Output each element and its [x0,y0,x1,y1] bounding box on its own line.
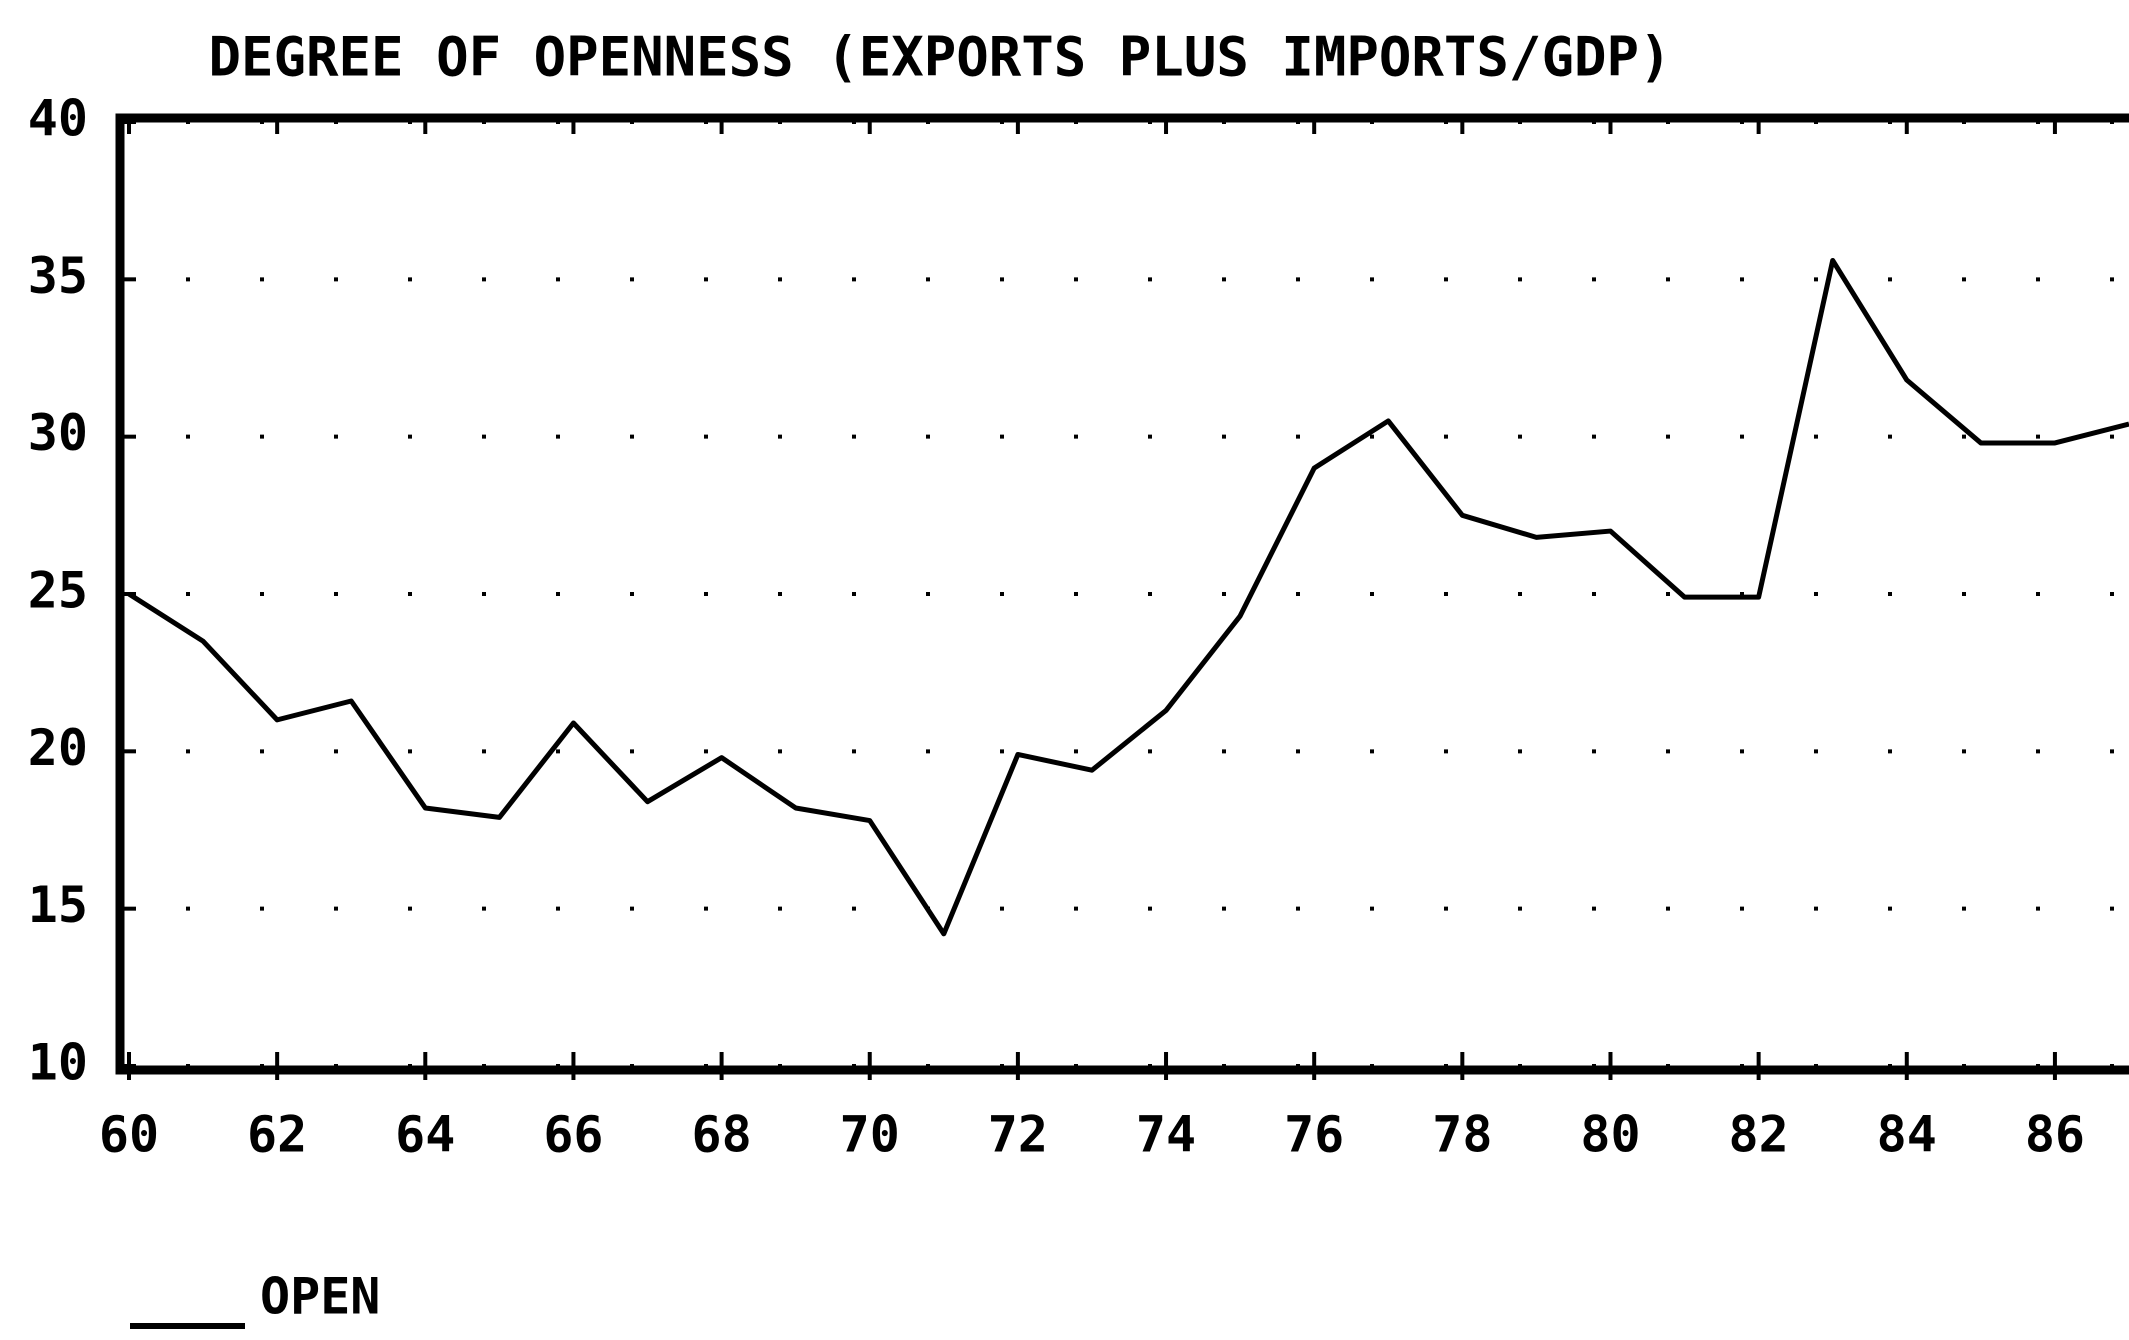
x-tick-label: 76 [1284,1106,1344,1164]
y-tick-label: 15 [28,876,88,934]
x-tick-label: 78 [1432,1106,1492,1164]
x-tick-label: 82 [1729,1106,1789,1164]
x-tick-label: 60 [99,1106,159,1164]
x-tick-label: 70 [840,1106,900,1164]
y-tick-label: 35 [28,247,88,305]
y-tick-label: 10 [28,1034,88,1092]
y-tick-label: 25 [28,562,88,620]
x-tick-label: 84 [1877,1106,1937,1164]
legend-label: OPEN [260,1268,380,1326]
x-tick-label: 66 [543,1106,603,1164]
x-tick-label: 72 [988,1106,1048,1164]
x-tick-label: 64 [395,1106,455,1164]
y-tick-label: 30 [28,404,88,462]
plot-frame [115,113,2129,1075]
x-tick-label: 80 [1580,1106,1640,1164]
y-tick-label: 20 [28,719,88,777]
x-tick-label: 68 [691,1106,751,1164]
x-tick-label: 74 [1136,1106,1196,1164]
data-line [127,257,2129,937]
x-tick-label: 86 [2025,1106,2085,1164]
y-tick-label: 40 [28,90,88,148]
x-tick-label: 62 [247,1106,307,1164]
chart-title: DEGREE OF OPENNESS (EXPORTS PLUS IMPORTS… [209,26,1672,89]
